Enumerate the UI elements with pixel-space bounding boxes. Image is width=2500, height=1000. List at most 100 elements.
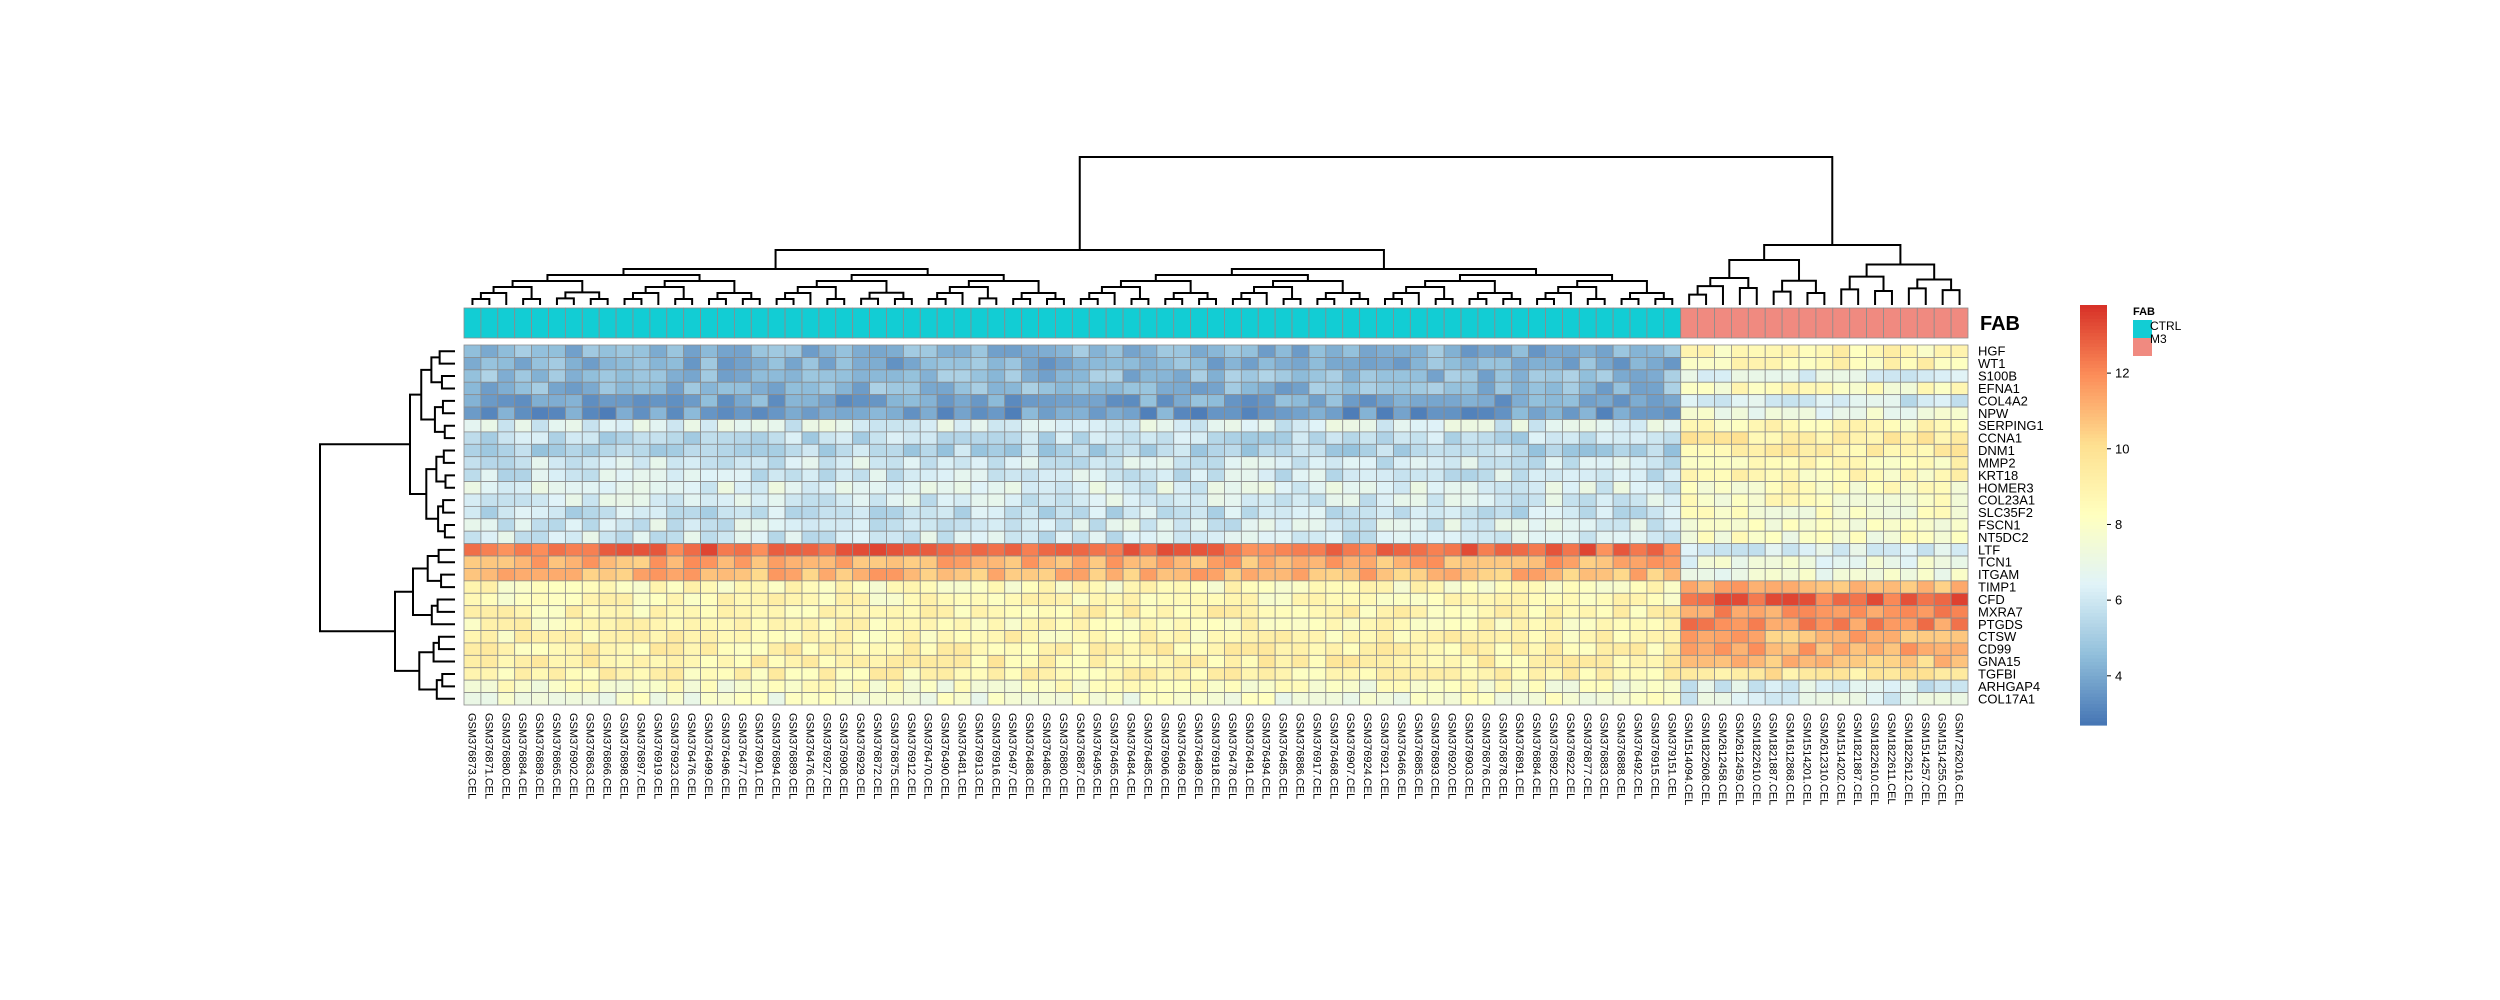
heatmap-cell [683, 456, 701, 470]
heatmap-cell [683, 357, 701, 371]
heatmap-cell [598, 406, 617, 420]
heatmap-cell [1545, 419, 1563, 433]
column-label: GSM376913.CEL [972, 713, 984, 799]
heatmap-cell [632, 543, 651, 557]
heatmap-cell [1274, 580, 1293, 594]
column-label: GSM376912.CEL [905, 713, 917, 799]
heatmap-cell [1376, 592, 1394, 607]
heatmap-cell [581, 357, 600, 371]
heatmap-cell [1933, 555, 1952, 569]
heatmap-cell [1207, 369, 1225, 383]
heatmap-cell [1088, 667, 1107, 681]
heatmap-cell [818, 654, 837, 669]
colorbar-segment [2080, 501, 2107, 506]
heatmap-cell [649, 518, 668, 532]
heatmap-cell [463, 592, 482, 607]
heatmap-cell [1190, 642, 1208, 656]
heatmap-cell [717, 357, 735, 371]
heatmap-cell [1173, 456, 1192, 470]
heatmap-cell [463, 518, 482, 532]
heatmap-cell [835, 443, 854, 458]
colorbar-segment [2080, 581, 2107, 586]
heatmap-cell [717, 481, 735, 495]
column-label: GSM1822610.CEL [1750, 713, 1762, 805]
heatmap-cell [1629, 493, 1648, 507]
heatmap-cell [1156, 369, 1175, 383]
heatmap-cell [1122, 357, 1141, 371]
heatmap-cell [750, 692, 769, 706]
heatmap-cell [970, 555, 989, 569]
heatmap-cell [1156, 406, 1175, 420]
heatmap-cell [1663, 654, 1682, 669]
dendrogram-branch [443, 424, 455, 440]
heatmap-cell [1376, 654, 1394, 669]
heatmap-cell [1832, 692, 1851, 706]
heatmap-cell [1055, 518, 1073, 532]
heatmap-cell [1156, 505, 1175, 520]
heatmap-cell [852, 654, 870, 669]
heatmap-cell [767, 481, 786, 495]
heatmap-cell [1325, 344, 1344, 358]
heatmap-cell [548, 692, 566, 706]
heatmap-cell [531, 692, 549, 706]
heatmap-cell [1900, 406, 1918, 420]
dendrogram-branch [589, 298, 609, 305]
heatmap-cell [1325, 357, 1344, 371]
heatmap-cell [1240, 406, 1259, 420]
heatmap-cell [1342, 493, 1361, 507]
heatmap-cell [1747, 654, 1766, 669]
heatmap-cell [1055, 679, 1073, 693]
heatmap-cell [1663, 568, 1682, 582]
heatmap-cell [1798, 394, 1817, 408]
heatmap-cell [1731, 667, 1749, 681]
heatmap-cell [1393, 481, 1411, 495]
heatmap-cell [1916, 617, 1935, 631]
heatmap-cell [1950, 555, 1969, 569]
heatmap-cell [1697, 493, 1715, 507]
heatmap-cell [970, 344, 989, 358]
heatmap-cell [1426, 357, 1445, 371]
heatmap-cell [1629, 381, 1648, 396]
heatmap-cell [1393, 505, 1411, 520]
heatmap-cell [1646, 580, 1665, 594]
heatmap-cell [953, 592, 972, 607]
heatmap-cell [1494, 443, 1513, 458]
heatmap-cell [869, 642, 887, 656]
heatmap-cell [683, 443, 701, 458]
heatmap-cell [1105, 443, 1124, 458]
heatmap-cell [1393, 530, 1411, 545]
heatmap-cell [1004, 357, 1023, 371]
heatmap-cell [767, 679, 786, 693]
heatmap-cell [649, 630, 668, 644]
heatmap-cell [1646, 456, 1665, 470]
heatmap-cell [1731, 419, 1749, 433]
heatmap-cell [1849, 443, 1868, 458]
heatmap-cell [733, 642, 752, 656]
heatmap-cell [1562, 617, 1580, 631]
heatmap-cell [1680, 543, 1699, 557]
heatmap-cell [1426, 667, 1445, 681]
heatmap-cell [1697, 679, 1715, 693]
heatmap-cell [1477, 630, 1496, 644]
heatmap-cell [683, 381, 701, 396]
heatmap-cell [1494, 667, 1513, 681]
heatmap-cell [1933, 518, 1952, 532]
heatmap-cell [1950, 394, 1969, 408]
heatmap-cell [1021, 443, 1039, 458]
heatmap-cell [1224, 481, 1242, 495]
heatmap-cell [1122, 568, 1141, 582]
heatmap-cell [1612, 419, 1631, 433]
heatmap-cell [531, 605, 549, 619]
heatmap-cell [1291, 592, 1310, 607]
heatmap-cell [1747, 406, 1766, 420]
heatmap-cell [1494, 505, 1513, 520]
heatmap-cell [784, 431, 803, 445]
heatmap-cell [497, 431, 516, 445]
heatmap-cell [1900, 394, 1918, 408]
colorbar-segment [2080, 476, 2107, 481]
heatmap-cell [1916, 406, 1935, 420]
heatmap-cell [1663, 543, 1682, 557]
heatmap-cell [1038, 642, 1056, 656]
heatmap-cell [1764, 493, 1783, 507]
column-label: GSM1514255.CEL [1936, 713, 1948, 805]
